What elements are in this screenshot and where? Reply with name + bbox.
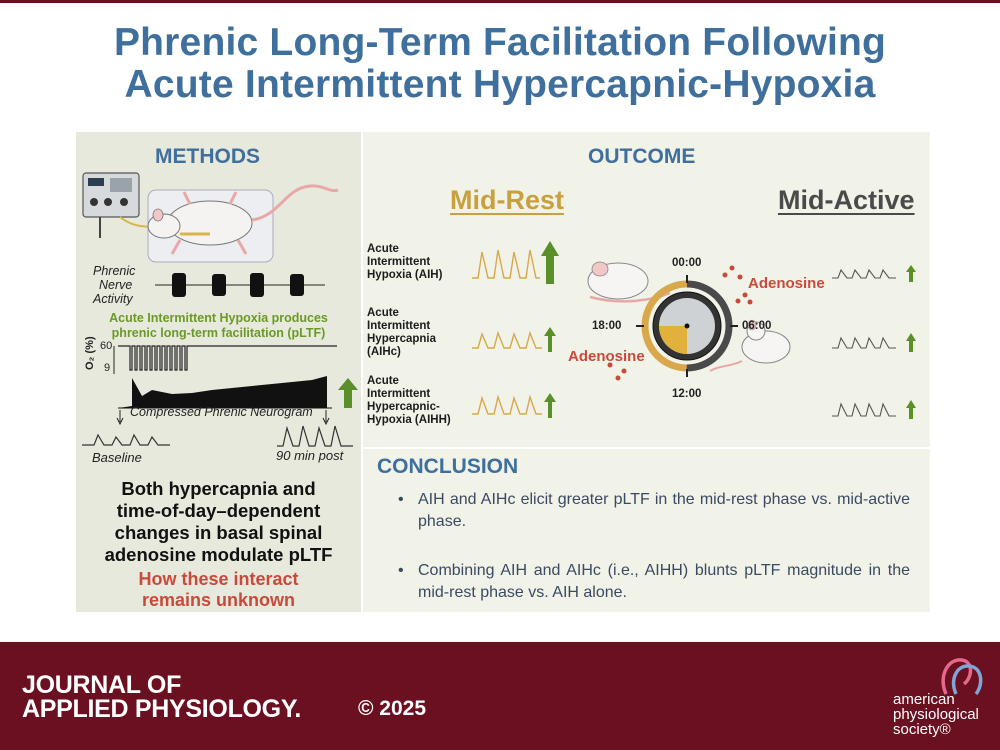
conclusion-heading: CONCLUSION bbox=[377, 455, 519, 478]
post-trace bbox=[277, 425, 353, 447]
up-arrow-icon bbox=[544, 393, 556, 418]
nerve-label-line3: Activity bbox=[93, 292, 133, 306]
clock-icon bbox=[636, 275, 738, 377]
row-label-aihh: Acute Intermittent Hypercapnic- Hypoxia … bbox=[367, 375, 451, 427]
outcome-heading: OUTCOME bbox=[588, 145, 696, 168]
rat-icon bbox=[709, 319, 791, 372]
up-arrow-icon bbox=[544, 327, 556, 352]
summary-line4: adenosine modulate pLTF bbox=[104, 544, 333, 565]
mid-rest-aih-result bbox=[472, 241, 559, 284]
adenosine-dots bbox=[607, 265, 753, 381]
bullet-dot: • bbox=[398, 562, 404, 579]
recording-setup-illustration bbox=[82, 172, 339, 263]
page-title-line1: Phrenic Long-Term Facilitation Following bbox=[113, 21, 887, 64]
society-logo-icon bbox=[941, 658, 983, 696]
footer-bar bbox=[0, 642, 1000, 750]
row-label-aihc: Acute Intermittent Hypercapnia (AIHc) bbox=[367, 307, 436, 359]
nerve-activity-label: Phrenic Nerve Activity bbox=[93, 264, 135, 306]
top-border bbox=[0, 0, 1000, 3]
aihc-label-line3: Hypercapnia bbox=[367, 333, 437, 345]
conclusion-bullet-1-text: AIH and AIHc elicit greater pLTF in the … bbox=[418, 491, 910, 530]
copyright: © 2025 bbox=[358, 697, 427, 720]
aihh-label-line4: Hypoxia (AIHH) bbox=[367, 414, 451, 426]
bullet-dot: • bbox=[398, 491, 404, 508]
methods-heading: METHODS bbox=[155, 145, 260, 168]
up-arrow-icon bbox=[906, 333, 916, 352]
mid-active-aih-result bbox=[832, 265, 916, 282]
baseline-trace bbox=[82, 433, 170, 446]
conclusion-bullet-2-text: Combining AIH and AIHc (i.e., AIHH) blun… bbox=[418, 562, 910, 601]
summary-line1: Both hypercapnia and bbox=[121, 478, 316, 499]
up-arrow-icon bbox=[338, 378, 358, 408]
mid-active-aihc-result bbox=[832, 333, 916, 352]
aih-label-line2: Intermittent bbox=[367, 256, 431, 268]
methods-summary: Both hypercapnia and time-of-day–depende… bbox=[78, 478, 359, 566]
society-name: american physiological society® bbox=[893, 692, 979, 737]
up-arrow-icon bbox=[906, 265, 916, 282]
up-arrow-icon bbox=[541, 241, 559, 284]
clock-label-bottom: 12:00 bbox=[672, 388, 702, 400]
unknown-line1: How these interact bbox=[138, 569, 299, 589]
mid-rest-aihh-result bbox=[472, 393, 556, 418]
adenosine-label-rest: Adenosine bbox=[568, 348, 645, 365]
rat-icon bbox=[147, 184, 339, 263]
clock-label-top: 00:00 bbox=[672, 257, 702, 269]
aihc-label-line4: (AIHc) bbox=[367, 346, 401, 358]
nerve-label-line1: Phrenic bbox=[93, 264, 136, 278]
finding-line2: phrenic long-term facilitation (pLTF) bbox=[111, 326, 326, 340]
conclusion-bullet-1: • AIH and AIHc elicit greater pLTF in th… bbox=[398, 489, 910, 533]
o2-tick-60: 60 bbox=[100, 340, 113, 352]
mid-rest-aihc-result bbox=[472, 327, 556, 352]
nerve-label-line2: Nerve bbox=[99, 278, 133, 292]
aihh-label-line2: Intermittent bbox=[367, 388, 431, 400]
aih-label-line1: Acute bbox=[367, 243, 399, 255]
clock-label-right: 06:00 bbox=[742, 320, 772, 332]
summary-line2: time-of-day–dependent bbox=[116, 500, 321, 521]
panel-divider-horizontal bbox=[363, 447, 930, 449]
o2-axis-label: O₂ (%) bbox=[84, 336, 96, 370]
row-label-aih: Acute Intermittent Hypoxia (AIH) bbox=[367, 243, 442, 282]
panel-divider-vertical bbox=[361, 132, 363, 612]
neurogram-label: Compressed Phrenic Neurogram bbox=[130, 405, 313, 419]
baseline-label: Baseline bbox=[92, 450, 142, 465]
journal-name-line2: APPLIED PHYSIOLOGY. bbox=[22, 695, 302, 723]
circadian-clock-illustration bbox=[587, 261, 791, 381]
aih-label-line3: Hypoxia (AIH) bbox=[367, 269, 443, 281]
aihc-label-line1: Acute bbox=[367, 307, 399, 319]
society-line2: physiological bbox=[893, 706, 979, 723]
page-title-line2: Acute Intermittent Hypercapnic-Hypoxia bbox=[124, 63, 876, 106]
journal-name-line1: JOURNAL OF bbox=[22, 671, 182, 699]
aih-finding: Acute Intermittent Hypoxia produces phre… bbox=[78, 311, 359, 341]
o2-tick-9: 9 bbox=[104, 362, 111, 374]
mid-rest-heading: Mid-Rest bbox=[450, 185, 564, 215]
o2-protocol-and-neurogram bbox=[113, 345, 358, 426]
aihc-label-line2: Intermittent bbox=[367, 320, 431, 332]
conclusion-bullet-2: • Combining AIH and AIHc (i.e., AIHH) bl… bbox=[398, 560, 910, 604]
summary-line3: changes in basal spinal bbox=[114, 522, 323, 543]
mid-active-heading: Mid-Active bbox=[778, 185, 915, 215]
aihh-label-line1: Acute bbox=[367, 375, 399, 387]
post-label: 90 min post bbox=[276, 448, 344, 463]
aihh-label-line3: Hypercapnic- bbox=[367, 401, 440, 413]
mid-active-aihh-result bbox=[832, 400, 916, 419]
unknown-line2: remains unknown bbox=[141, 590, 296, 610]
journal-name: JOURNAL OF APPLIED PHYSIOLOGY. bbox=[22, 671, 302, 723]
society-line3: society® bbox=[893, 721, 951, 738]
adenosine-label-active: Adenosine bbox=[748, 275, 825, 292]
finding-line1: Acute Intermittent Hypoxia produces bbox=[109, 311, 328, 325]
open-question: How these interact remains unknown bbox=[78, 569, 359, 611]
up-arrow-icon bbox=[906, 400, 916, 419]
clock-label-left: 18:00 bbox=[592, 320, 622, 332]
phrenic-nerve-trace bbox=[155, 273, 325, 297]
society-line1: american bbox=[893, 691, 955, 708]
